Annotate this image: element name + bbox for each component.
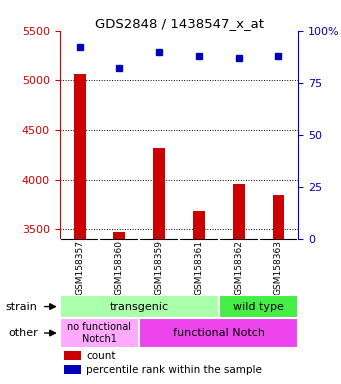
Text: other: other [8,328,38,338]
Bar [139,318,298,348]
Text: percentile rank within the sample: percentile rank within the sample [86,364,262,374]
Bar [74,74,86,239]
Text: GSM158357: GSM158357 [75,240,84,295]
Text: GDS2848 / 1438547_x_at: GDS2848 / 1438547_x_at [94,17,264,30]
Text: GSM158363: GSM158363 [274,240,283,295]
Text: GSM158360: GSM158360 [115,240,124,295]
Bar [64,351,81,360]
Bar [60,295,219,318]
Text: strain: strain [6,301,38,311]
Bar [60,318,139,348]
Text: GSM158362: GSM158362 [234,240,243,295]
Bar [193,212,205,239]
Bar [113,232,125,239]
Text: GSM158359: GSM158359 [154,240,164,295]
Bar [219,295,298,318]
Bar [272,195,284,239]
Text: GSM158361: GSM158361 [194,240,204,295]
Text: wild type: wild type [233,301,284,311]
Bar [153,148,165,239]
Bar [233,184,244,239]
Text: count: count [86,351,116,361]
Bar [64,365,81,374]
Text: functional Notch: functional Notch [173,328,265,338]
Text: transgenic: transgenic [110,301,169,311]
Text: no functional
Notch1: no functional Notch1 [68,322,132,344]
